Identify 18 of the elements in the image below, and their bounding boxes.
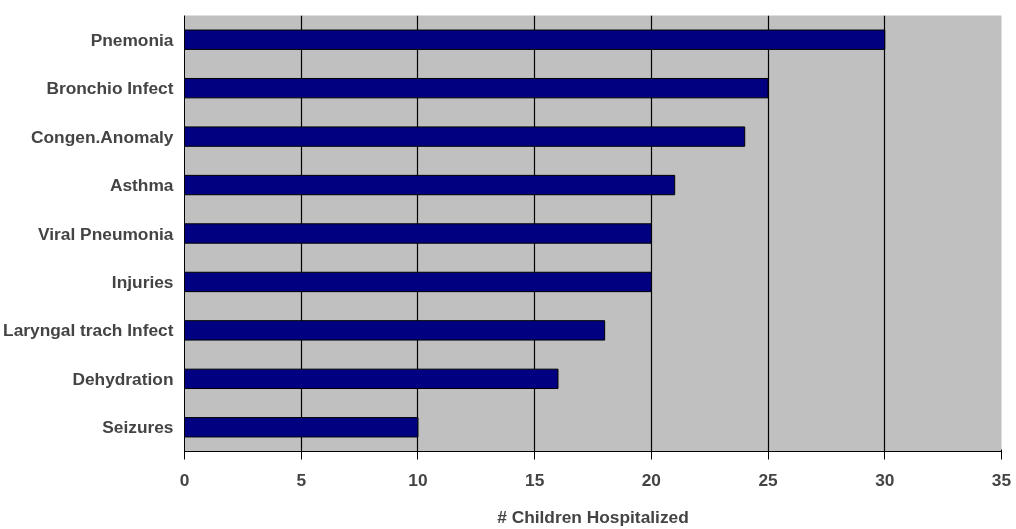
y-tick-label: Viral Pneumonia <box>38 223 174 244</box>
x-axis-title: # Children Hospitalized <box>497 506 689 527</box>
x-tick-label: 15 <box>525 469 545 490</box>
y-tick-label: Asthma <box>109 175 174 196</box>
y-tick-label: Seizures <box>102 417 174 438</box>
y-tick-label: Laryngal trach Infect <box>3 320 174 341</box>
y-tick-label: Dehydration <box>72 368 174 389</box>
x-tick-label: 30 <box>875 469 895 490</box>
x-tick-label: 25 <box>758 469 779 490</box>
x-tick-label: 0 <box>179 469 190 490</box>
x-tick-label: 5 <box>296 469 307 490</box>
x-tick-label: 35 <box>991 469 1012 490</box>
x-tick-label: 10 <box>408 469 428 490</box>
y-tick-label: Congen.Anomaly <box>31 126 174 147</box>
x-tick-label: 20 <box>641 469 661 490</box>
y-tick-label: Bronchio Infect <box>46 78 174 99</box>
y-tick-label: Injuries <box>111 271 174 292</box>
y-tick-label: Pnemonia <box>90 29 174 50</box>
